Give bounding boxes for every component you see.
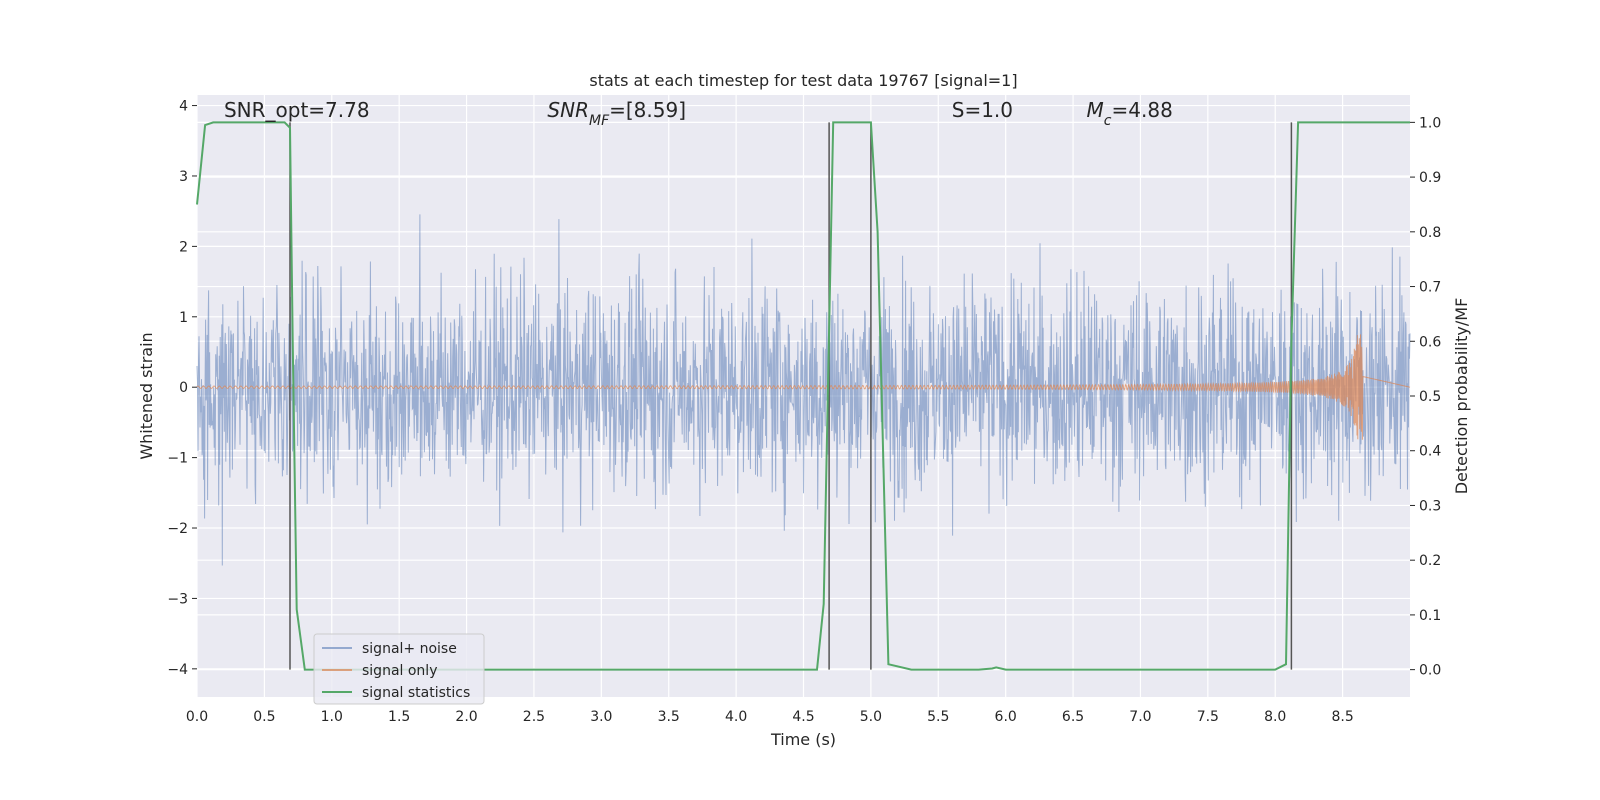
x-tick-label: 4.5 (792, 709, 814, 725)
x-tick-label: 0.0 (186, 709, 208, 725)
x-tick-label: 2.5 (523, 709, 545, 725)
annotation: SNRMF=[8.59] (547, 98, 686, 129)
x-tick-label: 3.0 (590, 709, 612, 725)
annotation: Mc=4.88 (1087, 98, 1173, 129)
annotation-base: M (1087, 98, 1104, 122)
x-tick-label: 7.5 (1197, 709, 1219, 725)
y-right-tick-label: 0.3 (1419, 498, 1441, 514)
y-left-tick-label: 1 (179, 310, 188, 326)
annotation: SNR_opt=7.78 (224, 98, 370, 122)
x-tick-label: 4.0 (725, 709, 747, 725)
series-signal-noise (196, 214, 1411, 566)
y-left-tick-label: −2 (167, 521, 188, 537)
y-right-tick-label: 0.4 (1419, 444, 1441, 460)
x-tick-label: 3.5 (658, 709, 680, 725)
legend-label: signal only (362, 663, 437, 679)
annotation-base: SNR (547, 98, 589, 122)
y-left-axis-ticks: −4 −3 −2 −1 0 1 2 3 4 (167, 99, 197, 678)
annotations: SNR_opt=7.78 SNRMF=[8.59] S=1.0 Mc=4.88 (224, 98, 1173, 129)
y-right-tick-label: 0.7 (1419, 280, 1441, 296)
x-tick-label: 5.5 (927, 709, 949, 725)
y-left-tick-label: 2 (179, 239, 188, 255)
signal-trace (196, 334, 1411, 440)
annotation-value: =[8.59] (609, 98, 686, 122)
y-left-tick-label: −3 (167, 591, 188, 607)
series-signal-statistics (196, 121, 1410, 671)
stats-line (196, 121, 1410, 671)
y-right-axis-ticks: 0.0 0.1 0.2 0.3 0.4 0.5 0.6 0.7 0.8 0.9 1.0 (1410, 115, 1441, 679)
y-left-tick-label: 4 (179, 99, 188, 115)
y-right-tick-label: 0.5 (1419, 389, 1441, 405)
x-axis-label: Time (s) (770, 730, 836, 749)
series-signal-only (196, 334, 1411, 440)
y-left-tick-label: 3 (179, 169, 188, 185)
y-right-tick-label: 0.1 (1419, 608, 1441, 624)
annotation-subscript: c (1104, 113, 1112, 129)
y-left-tick-label: −4 (167, 662, 188, 678)
y-right-tick-label: 0.2 (1419, 553, 1441, 569)
x-tick-label: 1.5 (388, 709, 410, 725)
annotation: S=1.0 (952, 98, 1013, 122)
y-left-tick-label: 0 (179, 380, 188, 396)
y-left-axis-label: Whitened strain (137, 332, 156, 459)
x-tick-label: 5.0 (860, 709, 882, 725)
y-right-tick-label: 0.6 (1419, 334, 1441, 350)
x-tick-label: 7.0 (1129, 709, 1151, 725)
legend-box (313, 633, 485, 705)
legend: signal+ noise signal only signal statistic… (313, 633, 485, 705)
annotation-subscript: MF (589, 113, 610, 129)
x-tick-label: 6.5 (1062, 709, 1084, 725)
legend-label: signal+ noise (362, 641, 457, 657)
noise-trace (196, 214, 1411, 566)
y-right-tick-label: 0.0 (1419, 663, 1441, 679)
y-right-tick-label: 1.0 (1419, 115, 1441, 131)
x-tick-label: 1.0 (321, 709, 343, 725)
x-tick-label: 8.0 (1264, 709, 1286, 725)
x-axis-ticks: 0.0 0.5 1.0 1.5 2.0 2.5 3.0 3.5 4.0 4.5 5.0 5.5 6.0 6… (186, 709, 1354, 725)
x-tick-label: 8.5 (1331, 709, 1353, 725)
y-right-tick-label: 0.9 (1419, 170, 1441, 186)
chart-title: stats at each timestep for test data 197… (589, 71, 1017, 90)
annotation-value: =4.88 (1112, 98, 1173, 122)
y-right-tick-label: 0.8 (1419, 225, 1441, 241)
x-tick-label: 0.5 (253, 709, 275, 725)
x-tick-label: 2.0 (455, 709, 477, 725)
y-right-axis-label: Detection probability/MF (1452, 298, 1471, 495)
y-left-tick-label: −1 (167, 451, 188, 467)
legend-label: signal statistics (362, 685, 470, 701)
x-tick-label: 6.0 (995, 709, 1017, 725)
